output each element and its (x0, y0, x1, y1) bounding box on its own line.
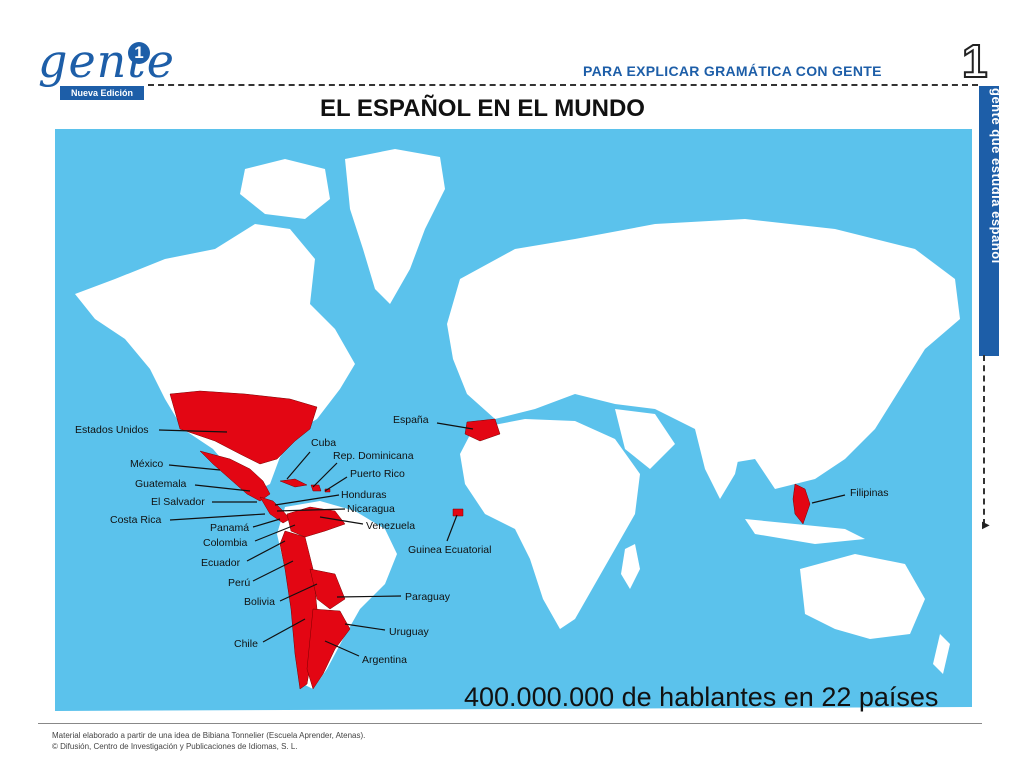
side-tab (979, 86, 999, 356)
label-paraguay: Paraguay (405, 591, 450, 603)
region-venezuela-colombia (286, 506, 346, 538)
leader-panama (252, 518, 281, 528)
label-cuba: Cuba (311, 437, 337, 449)
footer-divider (38, 723, 982, 724)
page-title: EL ESPAÑOL EN EL MUNDO (320, 95, 645, 122)
label-chile: Chile (234, 638, 258, 650)
dashed-divider-top (148, 84, 978, 86)
leader-guinea-ecuatorial (446, 514, 458, 542)
region-estados-unidos (169, 390, 318, 465)
region-filipinas (792, 483, 811, 525)
land-madagascar (621, 544, 640, 589)
world-map-svg (55, 149, 972, 719)
speakers-stat: 400.000.000 de hablantes en 22 países (464, 682, 939, 712)
leader-colombia (254, 524, 296, 542)
label-espana: España (393, 414, 429, 426)
land-japan (875, 344, 891, 399)
region-argentina-uruguay (306, 608, 351, 690)
footer-credit: Material elaborado a partir de una idea … (52, 731, 366, 740)
label-peru: Perú (228, 577, 251, 589)
region-bolivia-paraguay (309, 568, 346, 610)
label-uruguay: Uruguay (389, 626, 429, 638)
label-venezuela: Venezuela (366, 520, 416, 532)
region-guinea-ecuatorial (452, 508, 464, 517)
leader-guatemala (194, 484, 251, 492)
unit-number: 1 (961, 35, 989, 87)
dashed-divider-right (983, 355, 985, 525)
logo-badge: 1 (128, 42, 150, 64)
region-hispaniola (310, 484, 322, 492)
leader-chile (262, 618, 306, 643)
leader-venezuela (319, 516, 364, 525)
logo-subtitle: Nueva Edición (60, 86, 144, 100)
leader-filipinas (811, 494, 846, 504)
side-tab-text: gente que estudia español (989, 88, 1004, 264)
label-guinea-ecuatorial: Guinea Ecuatorial (408, 544, 492, 556)
label-panama: Panamá (210, 522, 250, 534)
land-eurasia (447, 219, 960, 489)
label-costa-rica: Costa Rica (110, 514, 162, 526)
label-rep-dominicana: Rep. Dominicana (333, 450, 414, 462)
leader-espana (436, 422, 474, 430)
label-nicaragua: Nicaragua (347, 503, 395, 515)
leader-uruguay (344, 623, 386, 631)
footer-copyright: © Difusión, Centro de Investigación y Pu… (52, 742, 298, 751)
region-cuba (279, 478, 308, 488)
land-arctic-islands (240, 159, 330, 219)
region-mexico (199, 450, 271, 502)
land-new-zealand (933, 634, 950, 674)
label-estados-unidos: Estados Unidos (75, 424, 149, 436)
leader-puerto-rico (324, 476, 348, 492)
leader-bolivia (279, 583, 318, 602)
land-india (695, 429, 745, 499)
label-bolivia: Bolivia (244, 596, 275, 608)
land-indonesia (745, 519, 865, 544)
leader-nicaragua (276, 508, 346, 512)
land-australia (800, 554, 925, 639)
land-antarctica (55, 707, 972, 719)
label-filipinas: Filipinas (850, 487, 889, 499)
leader-cuba (286, 451, 311, 480)
region-espana (464, 418, 501, 442)
world-map: Estados Unidos México Guatemala El Salva… (55, 129, 972, 719)
leader-estados-unidos (158, 429, 228, 433)
label-el-salvador: El Salvador (151, 496, 205, 508)
spanish-countries (169, 390, 811, 690)
arrow-right-icon: ▶ (982, 520, 990, 531)
leader-costa-rica (169, 513, 266, 521)
leader-mexico (168, 464, 221, 471)
label-puerto-rico: Puerto Rico (350, 468, 405, 480)
leader-peru (252, 560, 294, 582)
leader-rep-dominicana (312, 462, 338, 488)
logo-wordmark: gente (38, 34, 176, 88)
land-arabia (615, 409, 675, 469)
leader-honduras (274, 494, 340, 506)
leader-argentina (324, 640, 360, 657)
land-north-america (75, 224, 355, 489)
label-mexico: México (130, 458, 164, 470)
label-leader-lines (158, 422, 846, 657)
leader-ecuador (246, 540, 286, 562)
land-britain (473, 334, 489, 369)
label-colombia: Colombia (203, 537, 248, 549)
header-tagline: PARA EXPLICAR GRAMÁTICA CON GENTE (583, 63, 882, 79)
label-ecuador: Ecuador (201, 557, 241, 569)
land-masses (55, 149, 972, 719)
label-guatemala: Guatemala (135, 478, 187, 490)
label-honduras: Honduras (341, 489, 387, 501)
leader-paraguay (336, 595, 402, 598)
land-greenland (345, 149, 445, 304)
land-africa (460, 419, 640, 629)
label-argentina: Argentina (362, 654, 407, 666)
